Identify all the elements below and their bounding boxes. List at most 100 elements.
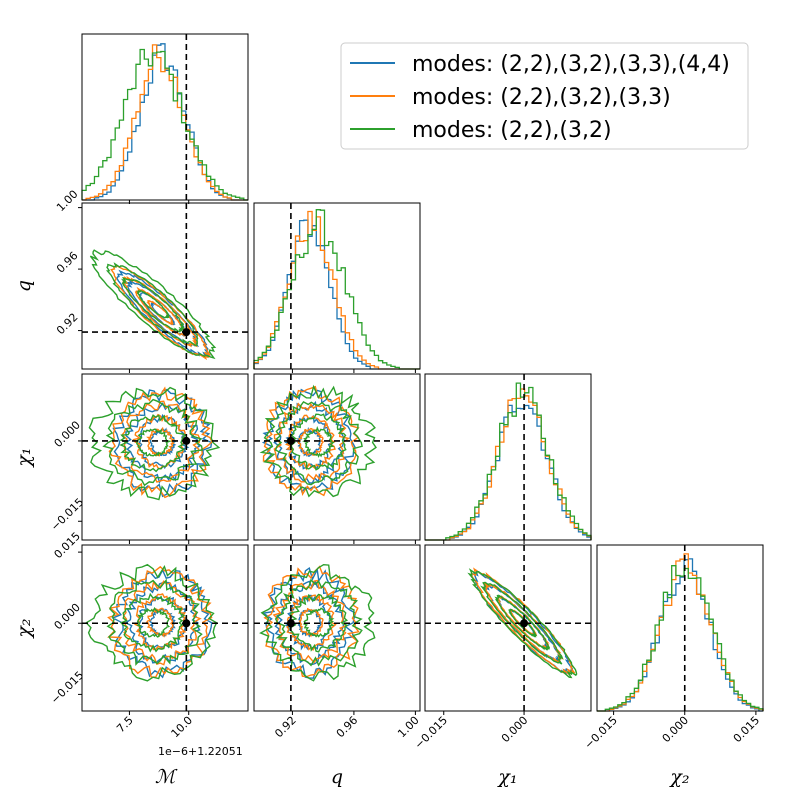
contour-2-level-0: [303, 607, 335, 638]
contour-2-level-3: [85, 563, 218, 682]
truth-marker: [520, 619, 529, 628]
panel-frame-q: [253, 202, 421, 370]
contour-2-level-3: [467, 568, 578, 679]
truth-marker: [286, 619, 295, 628]
contour-2-level-2: [274, 400, 363, 486]
contour-lines: [89, 249, 217, 361]
panel-frame: [81, 202, 249, 370]
contour-1-level-0: [297, 427, 325, 456]
y-tick-label-q: 0.92: [54, 311, 81, 338]
histogram-q-series-2: [253, 209, 420, 370]
contour-1-level-3: [107, 565, 213, 678]
y-axis-label-chi1: χ₁: [13, 447, 35, 468]
contour-2-level-1: [494, 594, 551, 651]
panel-frame-chi2: [596, 544, 764, 712]
y-tick-label-chi2: 0.000: [52, 601, 83, 632]
contour-1-level-0: [146, 426, 175, 457]
contour-2-level-3: [259, 384, 377, 498]
x-tick-label-q: 0.96: [334, 714, 361, 741]
contour-1-level-3: [262, 385, 360, 497]
contour-1-level-3: [110, 264, 211, 361]
contour-2-level-3: [89, 249, 217, 360]
x-axis-label-chi1: χ₁: [496, 766, 517, 788]
panel-frame: [81, 544, 249, 712]
hist-panel-mc: [81, 33, 249, 201]
contour-2-level-0: [136, 606, 171, 638]
histogram-chi2-series-2: [597, 565, 764, 712]
contour-1-level-2: [272, 579, 348, 664]
x-tick-label-chi2: −0.015: [582, 714, 620, 752]
contour-2-level-1: [119, 414, 187, 473]
x-tick-label-mc: 7.5: [114, 714, 136, 736]
legend-label-1: modes: (2,2),(3,2),(3,3): [412, 85, 671, 110]
contour-2-level-0: [136, 428, 172, 457]
contour-lines: [467, 567, 578, 679]
x-axis-label-chi2: χ₂: [668, 766, 689, 788]
hist-panel-q: [253, 202, 421, 370]
panel-frame: [253, 373, 421, 541]
x-tick-label-q: 0.92: [272, 714, 299, 741]
contour-panel-mc-chi2: [81, 544, 249, 712]
legend: modes: (2,2),(3,2),(3,3),(4,4) modes: (2,…: [340, 42, 749, 150]
y-tick-label-chi2: −0.015: [48, 669, 86, 707]
legend-frame: [340, 42, 749, 150]
contour-1-level-0: [146, 300, 175, 326]
contour-panel-mc-q: [81, 202, 249, 370]
contour-2-level-3: [88, 386, 221, 501]
hist-panel-chi2: [596, 544, 764, 712]
contour-panel-q-chi1: [253, 373, 421, 541]
panel-frame-mc: [81, 33, 249, 201]
truth-marker: [182, 619, 191, 628]
contour-2-level-2: [106, 262, 199, 347]
legend-label-2: modes: (2,2),(3,2): [412, 118, 612, 143]
histogram-chi1-series-2: [425, 382, 592, 541]
contour-1-level-1: [134, 286, 186, 337]
y-axis-label-chi2: χ₂: [13, 618, 35, 639]
contour-1-level-2: [122, 580, 202, 666]
contour-lines: [259, 563, 376, 682]
x-axis-label-q: q: [331, 766, 343, 788]
truth-marker: [182, 436, 191, 445]
contour-2-level-0: [302, 426, 335, 458]
contour-panel-chi1-chi2: [424, 544, 592, 712]
contour-1-level-2: [273, 402, 350, 483]
contour-lines: [85, 563, 218, 682]
panel-frame: [81, 373, 249, 541]
contour-1-level-1: [284, 414, 336, 471]
histogram-q-series-1: [253, 210, 420, 370]
contour-2-level-0: [136, 289, 170, 319]
x-tick-label-chi2: 0.015: [731, 714, 762, 745]
contour-2-level-2: [106, 578, 203, 667]
contour-1-level-1: [133, 593, 188, 651]
panel-frame: [424, 544, 592, 712]
contour-2-level-2: [480, 581, 564, 665]
panel-frame: [253, 544, 421, 712]
contour-2-level-1: [119, 592, 186, 653]
panels-layer: [81, 33, 764, 712]
x-axis-label-mc: ℳ: [155, 766, 178, 788]
y-tick-label-q: 0.96: [54, 249, 81, 276]
histogram-mc-series-1: [82, 44, 248, 201]
histogram-mc-series-2: [81, 48, 248, 201]
contour-2-level-2: [102, 398, 204, 487]
offset-label-mc: 1e−6+1.22051: [158, 745, 243, 758]
contour-2-level-1: [289, 593, 349, 653]
contour-1-level-0: [146, 607, 174, 638]
contour-2-level-2: [274, 578, 363, 667]
y-axis-label-q: q: [13, 280, 35, 292]
contour-panel-q-chi2: [253, 544, 421, 712]
contour-2-level-0: [508, 608, 538, 638]
y-tick-label-chi1: −0.015: [48, 496, 86, 534]
contour-1-level-2: [121, 400, 201, 483]
hist-panel-chi1: [424, 373, 592, 541]
histogram-chi2-series-0: [597, 558, 763, 712]
truth-marker: [286, 436, 295, 445]
contour-1-level-0: [298, 607, 324, 638]
contour-2-level-1: [289, 413, 347, 471]
contour-2-level-3: [259, 563, 376, 682]
x-tick-label-chi2: 0.000: [660, 714, 691, 745]
panel-frame-chi1: [424, 373, 592, 541]
legend-label-0: modes: (2,2),(3,2),(3,3),(4,4): [412, 52, 730, 77]
contour-panel-mc-chi1: [81, 373, 249, 541]
contour-2-level-1: [120, 277, 185, 333]
